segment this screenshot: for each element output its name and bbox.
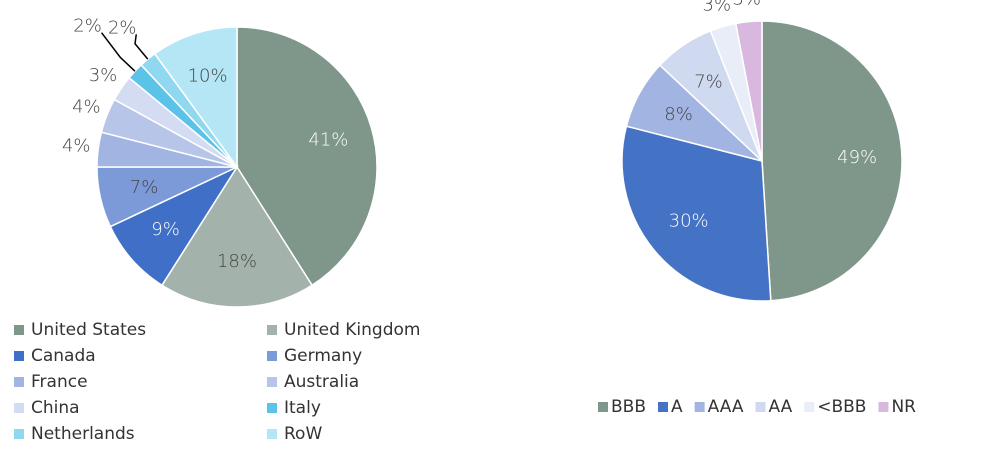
data-label: 4% bbox=[72, 96, 101, 117]
legend-swatch bbox=[14, 429, 24, 439]
data-label: 7% bbox=[694, 71, 723, 92]
leader-line bbox=[100, 32, 136, 72]
legend-label: BBB bbox=[611, 397, 646, 417]
data-label: 30% bbox=[669, 211, 709, 232]
data-label: 3% bbox=[89, 65, 118, 86]
legend-swatch bbox=[14, 325, 24, 335]
legend-label: Canada bbox=[31, 346, 96, 366]
legend-swatch bbox=[694, 402, 705, 412]
legend-swatch bbox=[267, 325, 277, 335]
pie-slice bbox=[236, 26, 378, 287]
data-label: 7% bbox=[130, 177, 159, 198]
legend-label: Australia bbox=[284, 372, 359, 392]
legend-swatch bbox=[267, 351, 277, 361]
legend-swatch bbox=[14, 377, 24, 387]
legend-swatch bbox=[878, 402, 889, 412]
legend-label: Netherlands bbox=[31, 424, 135, 444]
pie-slice bbox=[621, 125, 772, 302]
legend-swatch bbox=[14, 351, 24, 361]
pie-slice bbox=[109, 165, 240, 287]
pie-slice bbox=[761, 20, 903, 302]
legend-label: <BBB bbox=[817, 397, 866, 417]
legend-swatch bbox=[804, 402, 815, 412]
data-label: 2% bbox=[108, 17, 137, 38]
legend-label: Italy bbox=[284, 398, 321, 418]
data-label: 18% bbox=[217, 251, 257, 272]
legend-label: China bbox=[31, 398, 80, 418]
data-label: 49% bbox=[837, 147, 877, 168]
legend-label: NR bbox=[891, 397, 916, 417]
pie-slice bbox=[734, 20, 763, 162]
legend-label: AA bbox=[768, 397, 792, 417]
legend-swatch bbox=[658, 402, 668, 412]
pie-slice bbox=[160, 165, 314, 308]
data-label: 3% bbox=[732, 0, 761, 10]
legend-swatch bbox=[598, 402, 608, 412]
legend-swatch bbox=[267, 403, 277, 413]
legend-swatch bbox=[267, 377, 277, 387]
legend-label: AAA bbox=[708, 397, 744, 417]
data-label: 41% bbox=[308, 129, 348, 150]
legend-swatch bbox=[267, 429, 277, 439]
legend-label: RoW bbox=[284, 424, 322, 444]
pie-slice bbox=[153, 26, 238, 170]
data-label: 9% bbox=[151, 219, 180, 240]
data-label: 10% bbox=[188, 65, 228, 86]
legend-label: Germany bbox=[284, 346, 362, 366]
legend-label: A bbox=[671, 397, 683, 417]
legend-swatch bbox=[14, 403, 24, 413]
legend-label: United Kingdom bbox=[284, 320, 420, 340]
legend-label: France bbox=[31, 372, 88, 392]
leader-line bbox=[134, 34, 149, 60]
data-label: 8% bbox=[664, 104, 693, 125]
data-label: 2% bbox=[73, 16, 102, 37]
data-label: 4% bbox=[62, 136, 91, 157]
data-label: 3% bbox=[703, 0, 732, 15]
legend-label: United States bbox=[31, 320, 146, 340]
legend-swatch bbox=[755, 402, 766, 412]
